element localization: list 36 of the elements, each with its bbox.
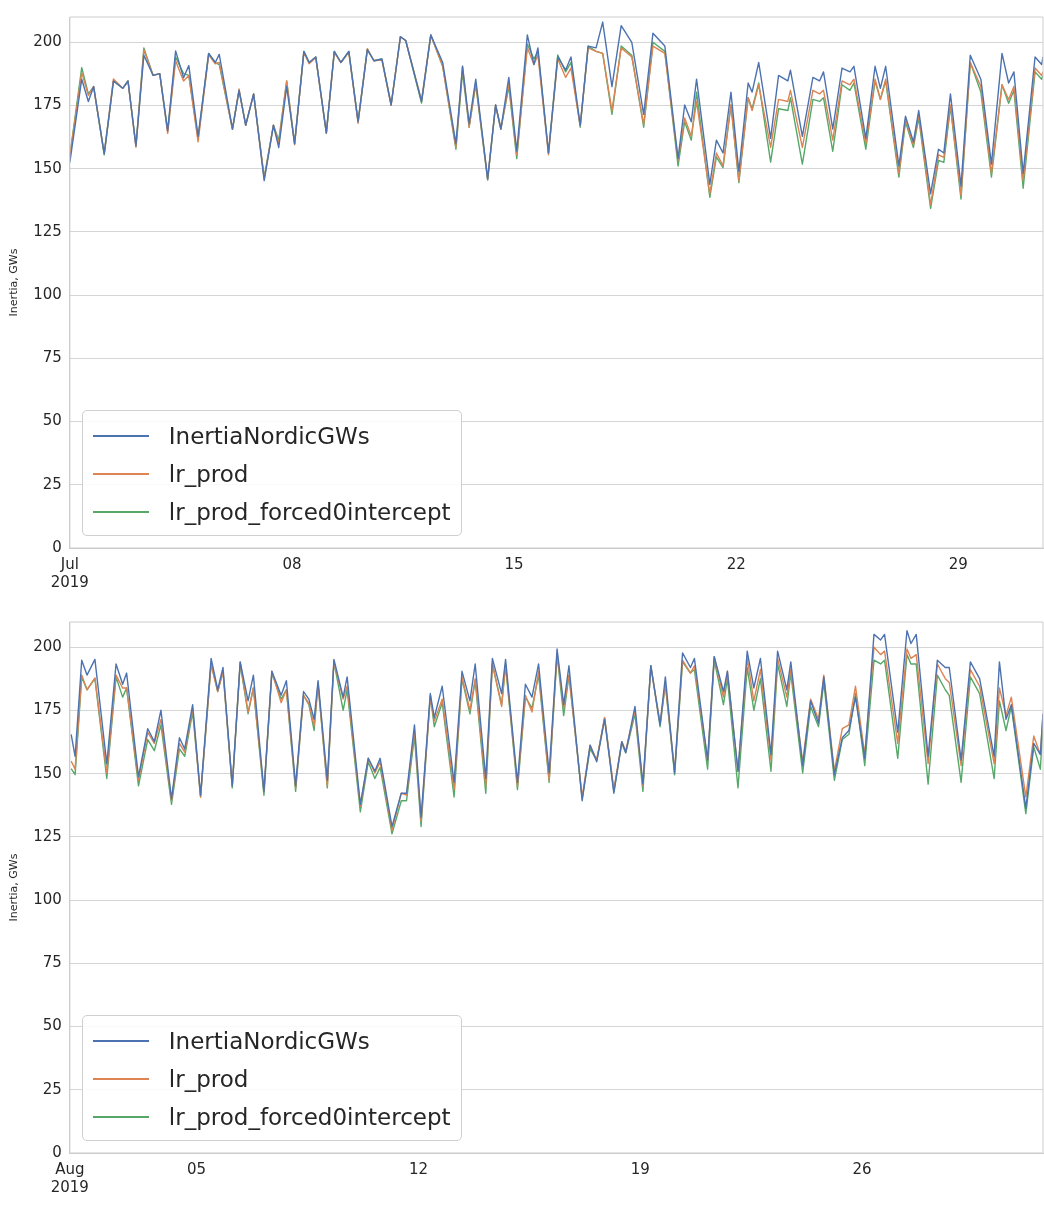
y-tick-label: 0 bbox=[52, 1142, 62, 1161]
y-axis-title: Inertia, GWs bbox=[7, 248, 21, 317]
legend-label: lr_prod_forced0intercept bbox=[168, 499, 451, 525]
legend-label: lr_prod_forced0intercept bbox=[168, 1104, 451, 1130]
x-tick-label: Jul 2019 bbox=[50, 554, 89, 591]
y-tick-label: 125 bbox=[33, 826, 62, 845]
y-tick-label: 0 bbox=[52, 537, 62, 556]
y-tick-label: 25 bbox=[42, 474, 62, 493]
legend-label: lr_prod bbox=[168, 461, 249, 487]
y-tick-label: 75 bbox=[42, 348, 62, 367]
y-tick-label: 75 bbox=[42, 953, 62, 972]
x-tick-label: 26 bbox=[852, 1159, 872, 1178]
x-tick-label: Aug 2019 bbox=[50, 1159, 89, 1196]
x-tick-label: 12 bbox=[408, 1159, 428, 1178]
y-axis-title: Inertia, GWs bbox=[7, 853, 21, 922]
y-tick-label: 25 bbox=[42, 1079, 62, 1098]
y-tick-label: 175 bbox=[33, 95, 62, 114]
legend-label: InertiaNordicGWs bbox=[168, 1028, 370, 1054]
y-tick-label: 100 bbox=[33, 890, 62, 909]
x-tick-label: 05 bbox=[187, 1159, 207, 1178]
x-tick-label: 22 bbox=[726, 554, 746, 573]
y-tick-label: 200 bbox=[33, 637, 62, 656]
y-tick-label: 125 bbox=[33, 221, 62, 240]
x-tick-label: 08 bbox=[282, 554, 302, 573]
y-tick-label: 150 bbox=[33, 763, 62, 782]
legend-label: InertiaNordicGWs bbox=[168, 423, 370, 449]
y-tick-label: 50 bbox=[42, 1016, 62, 1035]
y-tick-label: 175 bbox=[33, 700, 62, 719]
x-tick-label: 29 bbox=[948, 554, 968, 573]
y-tick-label: 100 bbox=[33, 285, 62, 304]
x-tick-label: 15 bbox=[504, 554, 524, 573]
x-tick-label: 19 bbox=[630, 1159, 650, 1178]
y-tick-label: 200 bbox=[33, 32, 62, 51]
y-tick-label: 50 bbox=[42, 411, 62, 430]
y-tick-label: 150 bbox=[33, 158, 62, 177]
legend-label: lr_prod bbox=[168, 1066, 249, 1092]
